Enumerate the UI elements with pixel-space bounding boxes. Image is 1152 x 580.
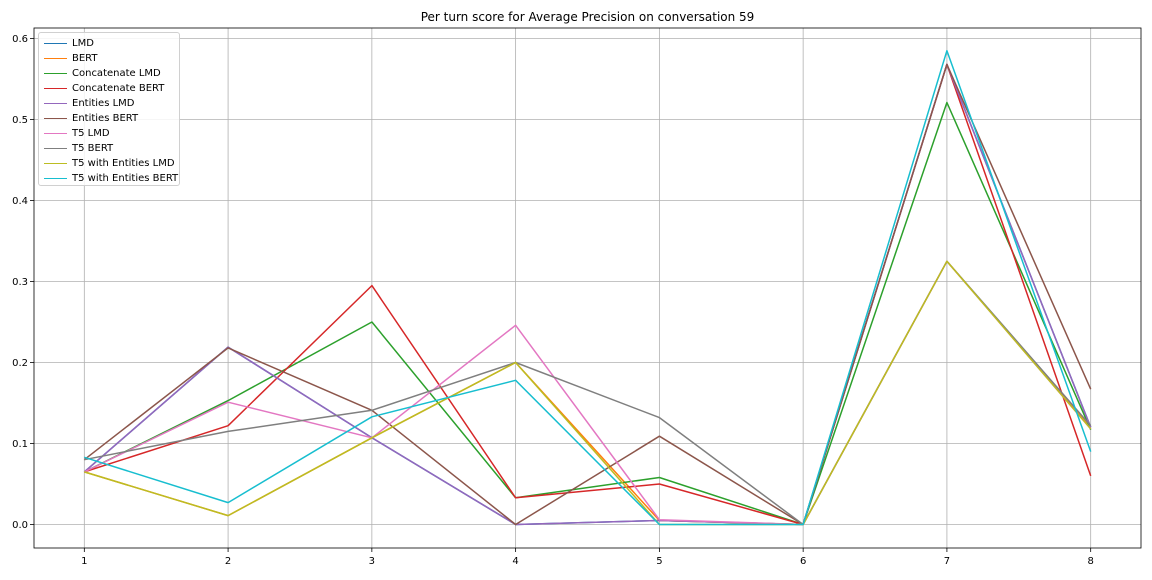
legend-item: Concatenate BERT <box>39 81 179 96</box>
series-line <box>83 101 1092 526</box>
legend-label: LMD <box>72 38 94 49</box>
legend-item: Concatenate LMD <box>39 66 179 81</box>
grid <box>34 28 1141 548</box>
legend-swatch <box>44 163 67 164</box>
series-line <box>83 63 1092 526</box>
y-tick-label: 0.1 <box>12 439 28 450</box>
legend-item: LMD <box>39 36 179 51</box>
series-line <box>84 260 1092 526</box>
axis-ticks: 1 2 3 4 5 6 7 8 0.0 0.1 0.2 0.3 0.4 0.5 0.6 <box>12 34 1094 567</box>
x-tick-label: 8 <box>1087 556 1093 567</box>
legend-swatch <box>44 178 67 179</box>
legend-item: T5 with Entities LMD <box>39 156 179 171</box>
series-line <box>84 63 1092 526</box>
y-tick-label: 0.2 <box>12 358 28 369</box>
legend-swatch <box>44 133 67 134</box>
legend: LMD BERT Concatenate LMD Concatenate BERT En… <box>38 32 180 186</box>
legend-item: Entities BERT <box>39 111 179 126</box>
x-tick-label: 4 <box>512 556 518 567</box>
x-tick-label: 7 <box>944 556 950 567</box>
x-tick-label: 1 <box>81 556 87 567</box>
x-tick-label: 2 <box>225 556 231 567</box>
series-line <box>84 49 1092 526</box>
legend-swatch <box>44 103 67 104</box>
plot-area-frame <box>33 27 1142 549</box>
legend-item: T5 LMD <box>39 126 179 141</box>
legend-swatch <box>44 148 67 149</box>
y-tick-label: 0.5 <box>12 115 28 126</box>
legend-swatch <box>44 118 67 119</box>
legend-swatch <box>44 73 67 74</box>
x-tick-label: 5 <box>656 556 662 567</box>
x-tick-label: 6 <box>800 556 806 567</box>
series-line <box>84 260 1092 526</box>
legend-label: T5 LMD <box>72 128 110 139</box>
x-tick-label: 3 <box>369 556 375 567</box>
series-line <box>83 260 1092 526</box>
legend-item: T5 BERT <box>39 141 179 156</box>
legend-swatch <box>44 88 67 89</box>
series-line <box>84 260 1092 526</box>
legend-label: Concatenate LMD <box>72 68 161 79</box>
legend-swatch <box>44 43 67 44</box>
y-tick-label: 0.6 <box>12 34 28 45</box>
y-tick-label: 0.0 <box>12 520 28 531</box>
legend-label: Concatenate BERT <box>72 83 165 94</box>
legend-item: BERT <box>39 51 179 66</box>
legend-label: BERT <box>72 53 98 64</box>
series-lines <box>83 49 1092 526</box>
series-line <box>83 63 1092 526</box>
series-line <box>83 63 1092 526</box>
legend-label: T5 BERT <box>72 143 114 154</box>
legend-item: T5 with Entities BERT <box>39 171 179 186</box>
legend-item: Entities LMD <box>39 96 179 111</box>
y-tick-label: 0.3 <box>12 277 28 288</box>
legend-label: Entities BERT <box>72 113 139 124</box>
legend-label: T5 with Entities LMD <box>72 158 175 169</box>
legend-label: T5 with Entities BERT <box>72 173 179 184</box>
y-tick-label: 0.4 <box>12 196 28 207</box>
legend-label: Entities LMD <box>72 98 135 109</box>
chart-title: Per turn score for Average Precision on … <box>421 10 755 24</box>
legend-swatch <box>44 58 67 59</box>
